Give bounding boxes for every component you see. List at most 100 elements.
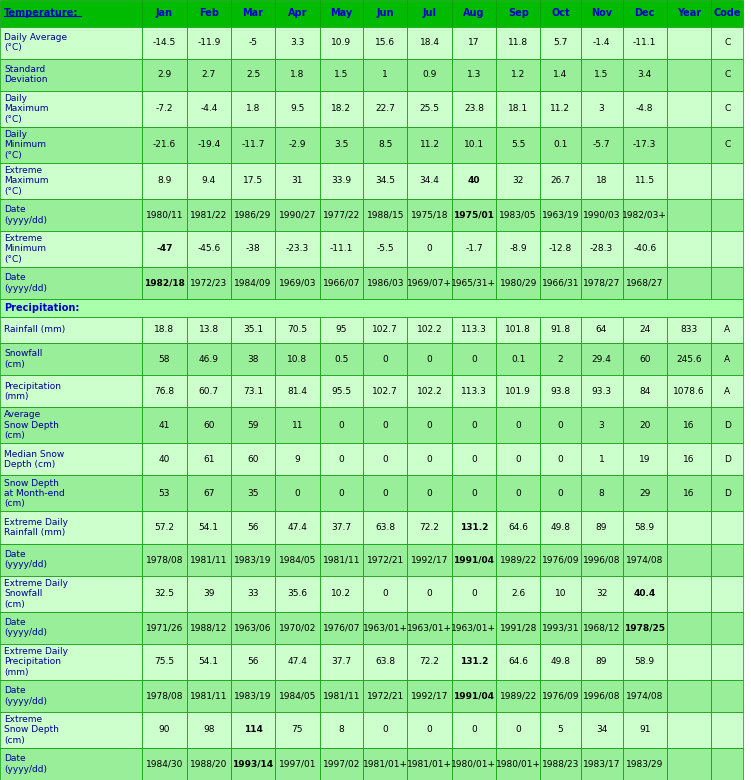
Bar — [143, 712, 187, 748]
Bar — [408, 512, 452, 544]
Bar — [187, 712, 231, 748]
Text: 56: 56 — [247, 658, 259, 666]
Text: 22.7: 22.7 — [376, 105, 395, 113]
Bar — [187, 512, 231, 544]
Text: 1981/11: 1981/11 — [190, 555, 228, 564]
Bar — [623, 680, 667, 712]
Text: 10: 10 — [555, 589, 566, 598]
Text: 0: 0 — [382, 421, 388, 430]
Bar — [496, 0, 540, 27]
Bar — [231, 199, 276, 231]
Bar — [276, 712, 320, 748]
Bar — [231, 317, 276, 343]
Text: 46.9: 46.9 — [199, 355, 219, 363]
Bar — [711, 612, 743, 643]
Text: Daily
Minimum
(°C): Daily Minimum (°C) — [4, 130, 46, 160]
Text: 0: 0 — [339, 421, 344, 430]
Bar — [711, 644, 743, 680]
Text: 0.5: 0.5 — [334, 355, 348, 363]
Text: 0: 0 — [382, 455, 388, 464]
Bar — [0, 407, 143, 443]
Bar — [408, 544, 452, 576]
Text: -1.4: -1.4 — [593, 38, 611, 47]
Text: 1982/18: 1982/18 — [144, 278, 185, 288]
Bar — [0, 199, 143, 231]
Bar — [363, 231, 407, 267]
Bar — [363, 407, 407, 443]
Bar — [581, 407, 623, 443]
Text: -12.8: -12.8 — [549, 244, 572, 254]
Bar — [143, 644, 187, 680]
Text: 0: 0 — [339, 489, 344, 498]
Text: 18.8: 18.8 — [155, 325, 174, 335]
Bar — [667, 231, 711, 267]
Text: 1986/29: 1986/29 — [234, 211, 272, 219]
Text: Nov: Nov — [591, 9, 612, 18]
Bar — [143, 0, 187, 27]
Text: Jan: Jan — [156, 9, 173, 18]
Bar — [0, 317, 143, 343]
Bar — [581, 27, 623, 58]
Text: 1963/01+: 1963/01+ — [451, 623, 496, 633]
Text: 29.4: 29.4 — [592, 355, 611, 363]
Bar — [667, 126, 711, 163]
Text: 1963/01+: 1963/01+ — [407, 623, 452, 633]
Text: 0: 0 — [427, 725, 433, 735]
Text: Aug: Aug — [463, 9, 484, 18]
Bar — [540, 712, 581, 748]
Bar — [496, 375, 540, 407]
Bar — [452, 407, 496, 443]
Bar — [496, 231, 540, 267]
Bar — [276, 126, 320, 163]
Bar — [711, 163, 743, 199]
Text: 35.6: 35.6 — [288, 589, 307, 598]
Text: 3.4: 3.4 — [638, 70, 652, 79]
Text: 32: 32 — [596, 589, 608, 598]
Bar — [320, 712, 363, 748]
Bar — [143, 126, 187, 163]
Bar — [408, 267, 452, 299]
Bar — [667, 476, 711, 512]
Bar — [496, 317, 540, 343]
Text: 0: 0 — [427, 244, 433, 254]
Text: 1980/29: 1980/29 — [499, 278, 537, 288]
Bar — [540, 512, 581, 544]
Bar — [320, 644, 363, 680]
Bar — [623, 443, 667, 476]
Text: 1991/04: 1991/04 — [454, 555, 494, 564]
Bar — [320, 443, 363, 476]
Bar — [276, 317, 320, 343]
Text: 1993/14: 1993/14 — [233, 760, 273, 768]
Bar — [231, 407, 276, 443]
Bar — [0, 0, 143, 27]
Bar — [276, 90, 320, 126]
Text: 1989/22: 1989/22 — [499, 555, 537, 564]
Bar — [711, 267, 743, 299]
Text: -47: -47 — [156, 244, 173, 254]
Bar — [667, 544, 711, 576]
Bar — [363, 375, 407, 407]
Text: 1988/23: 1988/23 — [541, 760, 579, 768]
Bar — [711, 58, 743, 90]
Text: 95.5: 95.5 — [331, 387, 351, 395]
Text: Date
(yyyy/dd): Date (yyyy/dd) — [4, 273, 47, 292]
Text: 3.5: 3.5 — [334, 140, 348, 149]
Text: 1983/29: 1983/29 — [626, 760, 663, 768]
Bar — [496, 199, 540, 231]
Bar — [408, 343, 452, 375]
Bar — [711, 407, 743, 443]
Bar — [363, 612, 407, 643]
Text: 0: 0 — [339, 455, 344, 464]
Bar — [711, 748, 743, 780]
Text: 34.5: 34.5 — [376, 176, 395, 186]
Text: 0: 0 — [427, 589, 433, 598]
Text: 10.8: 10.8 — [288, 355, 307, 363]
Bar — [276, 199, 320, 231]
Text: 1988/20: 1988/20 — [190, 760, 228, 768]
Bar — [276, 680, 320, 712]
Bar — [496, 680, 540, 712]
Bar — [187, 126, 231, 163]
Bar — [231, 90, 276, 126]
Bar — [363, 27, 407, 58]
Text: Precipitation:: Precipitation: — [4, 303, 80, 313]
